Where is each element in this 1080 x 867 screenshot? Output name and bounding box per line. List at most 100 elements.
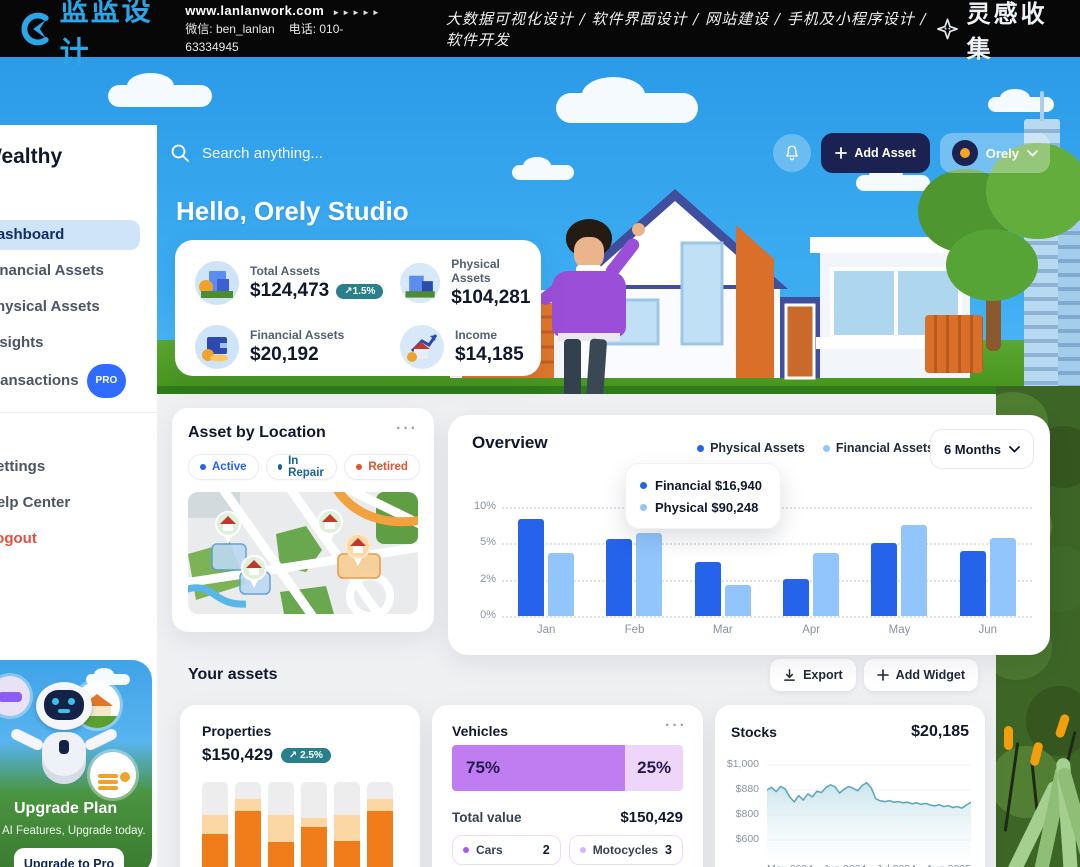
filter-active[interactable]: Active <box>188 454 259 480</box>
filter-retired[interactable]: Retired <box>344 454 420 480</box>
download-icon <box>784 668 795 681</box>
asset-by-location-card: Asset by Location ··· Active In Repair R… <box>172 408 434 632</box>
overview-bar-group <box>767 553 855 616</box>
website-text: www.lanlanwork.com <box>185 2 325 18</box>
sidebar-item-physical-assets[interactable]: Physical Assets <box>0 298 100 315</box>
search-input[interactable] <box>200 143 440 163</box>
add-widget-button[interactable]: Add Widget <box>863 659 978 691</box>
map-pin <box>317 509 343 542</box>
financial-assets-icon <box>195 325 239 369</box>
overview-bar-group <box>944 538 1032 616</box>
gridline <box>502 616 1032 618</box>
export-button[interactable]: Export <box>770 659 856 691</box>
wechat-text: 微信: ben_lanlan <box>185 22 275 37</box>
y-tick: 5% <box>480 536 496 548</box>
overview-bar-chart <box>502 507 1032 616</box>
income-icon <box>400 325 444 369</box>
overview-bar-group <box>855 524 943 616</box>
y-tick: $880 <box>735 783 759 795</box>
total-assets-icon <box>195 261 239 305</box>
cars-pill[interactable]: Cars 2 <box>452 835 561 865</box>
inspiration-star-icon <box>936 18 958 39</box>
sidebar-item-insights[interactable]: Insights <box>0 334 44 351</box>
card-title: Asset by Location <box>188 424 326 441</box>
overview-bar-group <box>679 561 767 616</box>
cloud <box>556 76 698 123</box>
filter-in-repair[interactable]: In Repair <box>265 454 338 480</box>
chart-legend: Physical Assets Financial Assets <box>697 441 934 455</box>
chart-tooltip: Financial $16,940 Physical $90,248 <box>625 463 781 529</box>
map-pin <box>241 555 267 588</box>
tree-foliage <box>946 229 1038 301</box>
y-tick: 10% <box>473 500 496 512</box>
plus-icon <box>835 147 848 159</box>
plus-icon <box>876 669 889 681</box>
physical-assets-icon <box>400 262 441 304</box>
vehicles-card: Vehicles ··· 75% 25% Total value $150,42… <box>432 705 703 867</box>
card-title: Overview <box>472 433 548 452</box>
split-cars: 75% <box>452 745 626 791</box>
stat-income: Income $14,185 <box>400 325 534 369</box>
promo-topbar: 蓝蓝设计 www.lanlanwork.com ►►►►► 微信: ben_lan… <box>0 0 1080 69</box>
arrows-decoration: ►►►►► <box>332 7 382 17</box>
card-title: Vehicles <box>452 723 509 739</box>
your-assets-header: Your assets Export Add Widget <box>188 658 978 692</box>
trend-badge: ↗ 2.5% <box>280 747 331 763</box>
total-value-row: Total value $150,429 <box>452 809 683 826</box>
x-axis-labels: Jan Feb Mar Apr May Jun <box>536 624 998 636</box>
bell-icon <box>786 145 799 161</box>
split-motocycles: 25% <box>625 745 683 791</box>
card-menu-button[interactable]: ··· <box>665 717 687 734</box>
sidebar-divider <box>0 412 157 413</box>
cloud <box>108 72 212 107</box>
sidebar-item-help-center[interactable]: Help Center <box>0 494 71 511</box>
cloud <box>512 156 574 180</box>
avatar <box>951 140 978 166</box>
services-list: 大数据可视化设计 / 软件界面设计 / 网站建设 / 手机及小程序设计 / 软件… <box>445 9 927 49</box>
stats-summary-card: Total Assets $124,473 ↗1.5% Physical Asse… <box>175 240 541 376</box>
card-menu-button[interactable]: ··· <box>396 420 418 437</box>
overview-bar-group <box>502 519 590 616</box>
motocycles-pill[interactable]: Motocycles 3 <box>568 835 683 865</box>
pro-badge: PRO <box>86 364 127 398</box>
robot-illustration <box>9 682 119 802</box>
overview-bar-group <box>590 532 678 616</box>
gridline <box>502 543 1032 545</box>
stocks-card: Stocks $20,185 $1,000 $880 $800 $600 May… <box>715 705 985 867</box>
sidebar-item-financial-assets[interactable]: Financial Assets <box>0 262 104 279</box>
map-pin <box>345 533 371 566</box>
sidebar-item-transactions[interactable]: TransactionsPRO <box>0 364 140 398</box>
upgrade-title: Upgrade Plan <box>14 800 118 817</box>
lanlan-logo: 蓝蓝设计 <box>18 0 169 71</box>
sidebar: Wealthy Dashboard Financial Assets Physi… <box>0 125 157 867</box>
vehicles-split-bar: 75% 25% <box>452 745 683 791</box>
filter-row: Active In Repair Retired <box>188 454 420 480</box>
upgrade-subtitle: AI Features, Upgrade today. <box>2 825 146 837</box>
profile-menu[interactable]: Orely <box>939 133 1050 173</box>
vehicle-legend: Cars 2 Motocycles 3 <box>452 835 683 865</box>
card-title: Properties <box>202 723 272 739</box>
antenna <box>1040 91 1044 121</box>
trend-badge: ↗1.5% <box>336 283 384 299</box>
page-greeting: Hello, Orely Studio <box>176 196 409 226</box>
grass-edge <box>0 386 1080 396</box>
sidebar-item-dashboard[interactable]: Dashboard <box>0 220 140 250</box>
add-asset-button[interactable]: Add Asset <box>821 133 930 173</box>
notifications-button[interactable] <box>773 134 812 172</box>
y-tick: $600 <box>735 833 759 845</box>
overview-card: Overview Physical Assets Financial Asset… <box>448 415 1050 655</box>
stocks-area-chart <box>767 764 971 859</box>
upgrade-to-pro-button[interactable]: Upgrade to Pro <box>14 848 124 867</box>
cloud <box>988 88 1054 112</box>
location-map <box>188 492 418 614</box>
coins-bubble <box>90 752 136 798</box>
stat-total-assets: Total Assets $124,473 ↗1.5% <box>195 257 400 309</box>
period-select[interactable]: 6 Months <box>929 429 1034 469</box>
collect-label: 灵感收集 <box>966 0 1048 63</box>
sidebar-item-logout[interactable]: Logout <box>0 530 37 547</box>
y-tick: 0% <box>480 609 496 621</box>
y-tick: 2% <box>480 573 496 585</box>
chevron-down-icon <box>1027 149 1038 157</box>
stocks-value: $20,185 <box>911 723 969 740</box>
sidebar-item-settings[interactable]: Settings <box>0 458 46 475</box>
